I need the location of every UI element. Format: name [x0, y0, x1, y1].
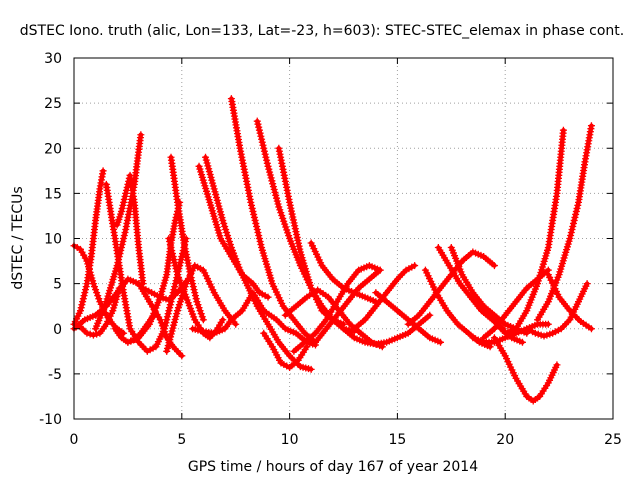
y-tick-label: 15 [44, 186, 62, 202]
series-line [203, 155, 314, 372]
series-markers [501, 126, 567, 337]
series-markers [523, 280, 591, 340]
y-tick-label: 30 [44, 51, 62, 67]
axis-ticks [73, 57, 614, 420]
series-markers [76, 284, 123, 339]
y-tick-label: -10 [39, 412, 62, 428]
series-33 [490, 334, 561, 405]
y-axis-label: dSTEC / TECUs [10, 186, 26, 289]
series-8 [113, 171, 147, 288]
series-13 [167, 153, 207, 324]
series-17 [227, 95, 319, 346]
series-11 [163, 262, 240, 355]
y-tick-label: 20 [44, 141, 62, 157]
series-markers [534, 122, 595, 324]
y-tick-label: -5 [48, 367, 62, 383]
series-20 [260, 329, 311, 372]
series-markers [311, 266, 384, 346]
series-23 [290, 262, 384, 355]
x-tick-label: 25 [604, 432, 622, 448]
series-markers [227, 95, 319, 346]
x-tick-label: 10 [281, 432, 299, 448]
y-tick-label: 25 [44, 96, 62, 112]
series-27 [372, 289, 445, 346]
series-37 [523, 280, 591, 340]
series-36 [501, 126, 567, 337]
chart-title: dSTEC Iono. truth (alic, Lon=133, Lat=-2… [20, 23, 624, 39]
grid-lines [74, 58, 613, 419]
series-markers [163, 262, 240, 355]
series-38 [534, 122, 595, 324]
series-markers [202, 153, 315, 373]
y-tick-label: 10 [44, 232, 62, 248]
series-5 [102, 180, 190, 355]
series-4 [76, 284, 123, 339]
series-markers [544, 271, 595, 333]
x-tick-label: 5 [177, 432, 186, 448]
series-markers [253, 117, 358, 335]
x-tick-label: 20 [496, 432, 514, 448]
series-24 [311, 266, 384, 346]
series-18 [253, 117, 358, 335]
x-tick-label: 15 [388, 432, 406, 448]
x-tick-label: 0 [70, 432, 79, 448]
axis-tick-labels: 0 5 10 15 20 25 -10 -5 0 5 10 15 20 25 30 [39, 51, 622, 448]
series-markers [290, 262, 384, 355]
y-tick-label: 0 [53, 322, 62, 338]
series-markers [260, 329, 311, 372]
series-16 [202, 153, 315, 373]
plot-series [70, 95, 595, 405]
series-markers [113, 171, 147, 288]
y-tick-label: 5 [53, 277, 62, 293]
series-markers [167, 153, 207, 324]
series-markers [350, 262, 419, 333]
series-26 [350, 262, 419, 333]
series-markers [490, 334, 561, 405]
x-axis-label: GPS time / hours of day 167 of year 2014 [188, 459, 478, 475]
series-39 [544, 271, 595, 333]
